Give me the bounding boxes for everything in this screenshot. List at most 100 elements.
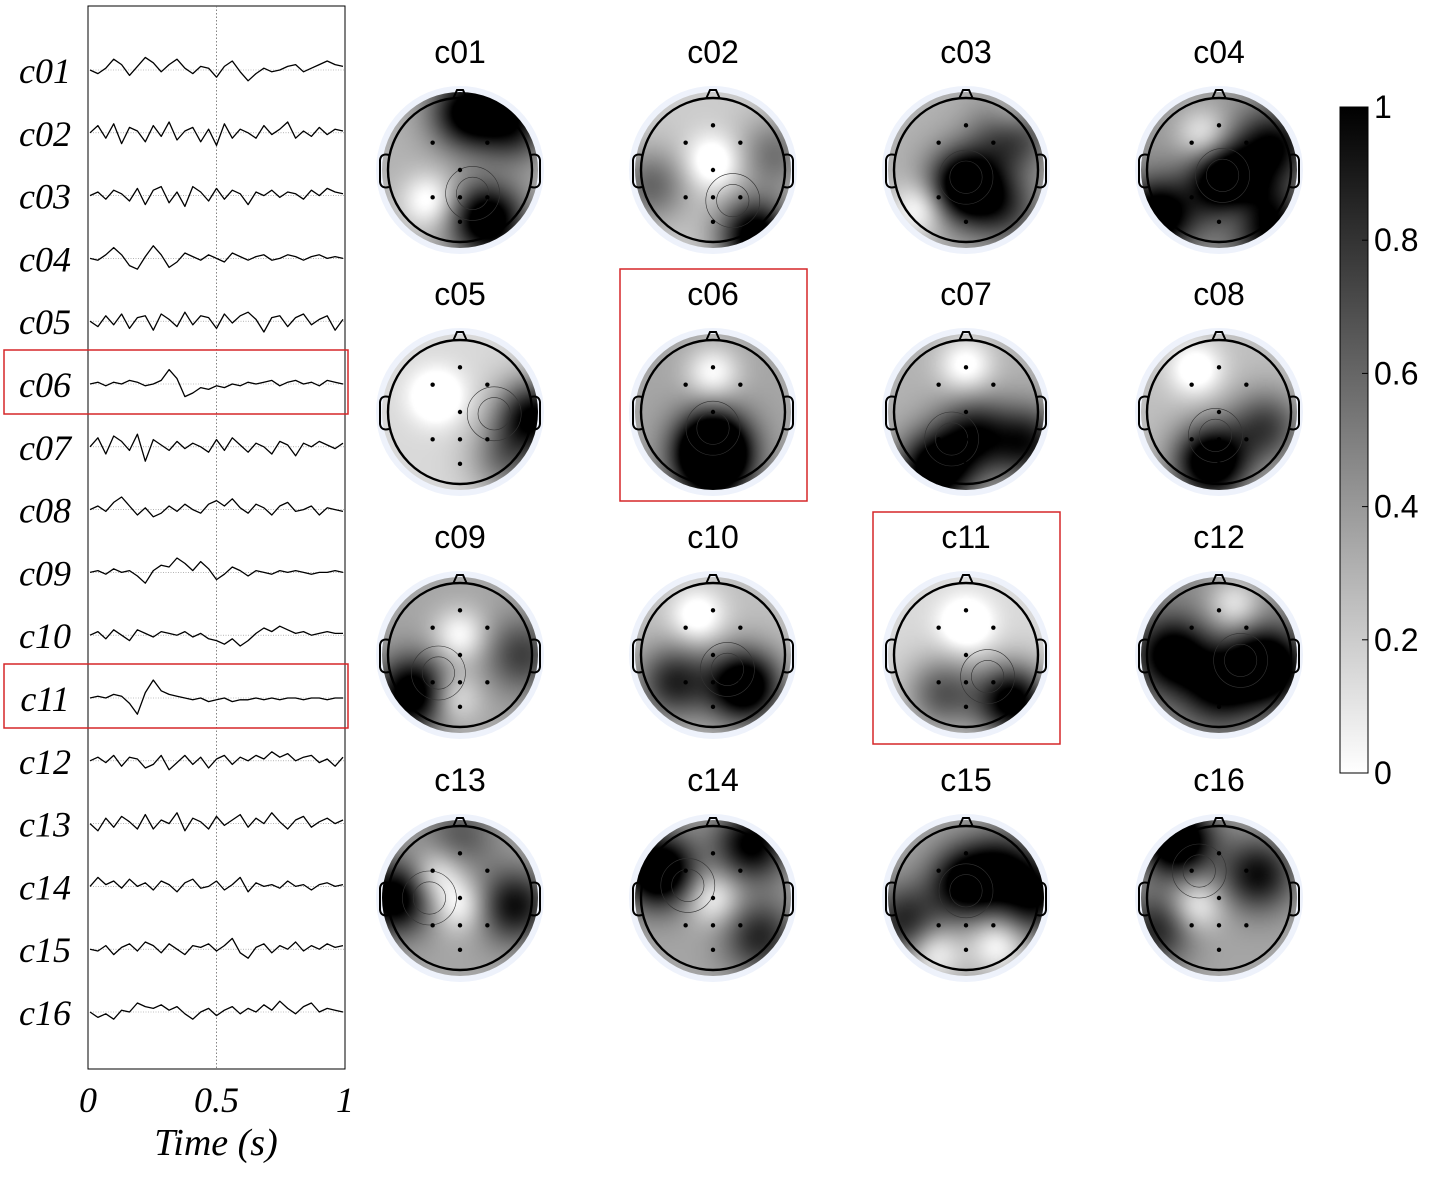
head-outline [892, 824, 1040, 972]
electrode-dot [710, 123, 716, 128]
head-outline [386, 338, 534, 486]
nose [452, 331, 468, 342]
contour-line [938, 863, 994, 919]
left-ear [1138, 881, 1149, 917]
head-outline [639, 96, 787, 244]
electrode-dot [1244, 437, 1249, 442]
electrode-dot [683, 923, 688, 928]
electrode-dot [457, 608, 463, 613]
electrode-dot [457, 437, 463, 442]
electrode-dot [963, 851, 969, 856]
head-outline [1145, 581, 1293, 729]
electrode-dot [1244, 923, 1249, 928]
topomap-title-c16: c16 [1193, 762, 1245, 798]
electrode-dot [430, 195, 435, 200]
topomap-c03: c03 [882, 34, 1050, 254]
trace-c03 [89, 185, 344, 208]
electrode-dot [457, 461, 463, 467]
nose [452, 574, 468, 585]
trace-c04 [89, 245, 344, 270]
contour-line [671, 868, 705, 902]
electrode-dot [963, 195, 969, 200]
left-ear [885, 881, 896, 917]
topomap-c06: c06 [619, 268, 808, 502]
electrode-dot [738, 680, 743, 685]
trace-c02 [89, 121, 344, 147]
contour-line [421, 656, 455, 690]
nose [705, 817, 721, 828]
electrode-dot [457, 123, 463, 128]
left-ear [885, 395, 896, 431]
electrode-dot [738, 140, 743, 145]
head-outline [892, 96, 1040, 244]
topomap-title-c10: c10 [687, 519, 739, 555]
contour-line [412, 881, 446, 915]
electrode-dot [710, 680, 716, 685]
row-label-c05: c05 [19, 302, 71, 342]
contour-line [456, 176, 490, 210]
left-ear [632, 153, 643, 189]
electrode-dot [457, 195, 463, 200]
x-tick-label: 1 [336, 1080, 354, 1120]
row-label-c06: c06 [19, 365, 71, 405]
highlight-box-c06 [3, 349, 349, 415]
head-outline [892, 581, 1040, 729]
x-axis-label: Time (s) [154, 1122, 278, 1164]
contour-line [710, 652, 744, 686]
nose [452, 817, 468, 828]
contour-line [1188, 408, 1243, 463]
electrode-dot [1216, 461, 1222, 467]
electrode-dot [430, 140, 435, 145]
electrode-dot [963, 461, 969, 467]
electrode-dot [963, 409, 969, 415]
contour-line [1182, 854, 1216, 888]
topomap-c07: c07 [882, 276, 1050, 496]
electrode-dot [710, 895, 716, 901]
electrode-dot [936, 195, 941, 200]
right-ear [783, 395, 794, 431]
right-ear [1289, 395, 1300, 431]
left-ear [885, 153, 896, 189]
left-ear [1138, 638, 1149, 674]
topomap-c09: c09 [376, 519, 544, 739]
colorbar-tick-label: 0.6 [1374, 355, 1418, 391]
topomap-c04: c04 [1135, 34, 1303, 254]
contour-line [716, 184, 750, 218]
electrode-dot [1216, 123, 1222, 128]
colorbar-gradient [1339, 106, 1369, 774]
electrode-dot [738, 923, 743, 928]
electrode-dot [1216, 365, 1222, 370]
trace-c07 [89, 433, 344, 462]
colorbar-tick-label: 0.4 [1374, 489, 1418, 525]
right-ear [530, 881, 541, 917]
contour-line [1224, 643, 1258, 677]
topomap-c10: c10 [629, 519, 797, 739]
contour-line [402, 870, 457, 926]
time-course-panel: c01 c02 c03 c04 c05 c06 c07 c08 c09 c10 c11 c12 c13 c… [3, 5, 354, 1164]
right-ear [1036, 881, 1047, 917]
contour-line [445, 166, 500, 221]
electrode-dot [738, 382, 743, 387]
electrode-dot [457, 365, 463, 370]
electrode-dot [963, 365, 969, 370]
trace-c13 [89, 812, 344, 832]
colorbar-tick-label: 0.2 [1374, 622, 1418, 658]
row-label-c10: c10 [19, 616, 71, 656]
electrode-dot [1216, 923, 1222, 928]
electrode-dot [430, 868, 435, 873]
contour-line [1213, 633, 1268, 688]
topomap-title-c03: c03 [940, 34, 992, 70]
row-label-c13: c13 [19, 805, 71, 845]
row-label-c01: c01 [19, 51, 71, 91]
electrode-dot [683, 437, 688, 442]
head-outline [639, 581, 787, 729]
trace-c15 [89, 937, 344, 959]
right-ear [530, 153, 541, 189]
topomap-c15: c15 [882, 762, 1050, 982]
electrode-dot [710, 851, 716, 856]
contour-line [938, 149, 994, 205]
row-label-c04: c04 [19, 239, 71, 279]
electrode-dot [1189, 680, 1194, 685]
electrode-dot [991, 382, 996, 387]
nose [958, 331, 974, 342]
